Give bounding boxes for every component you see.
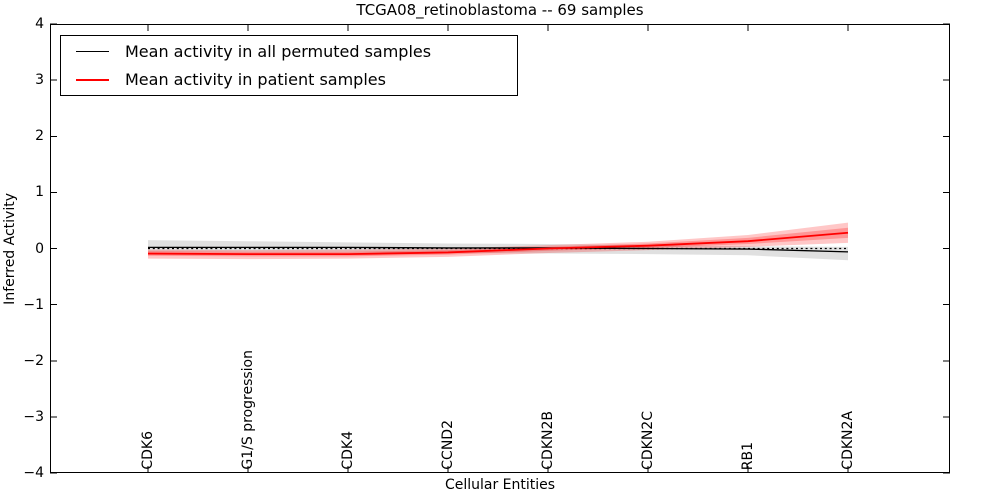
x-axis-label: Cellular Entities	[444, 477, 556, 493]
y-tick-label: 2	[35, 128, 44, 144]
y-tick-label: 3	[35, 72, 44, 88]
series-line-permuted	[148, 246, 849, 253]
y-tick-label: 0	[35, 241, 44, 257]
legend-line-patient-icon	[76, 78, 109, 81]
chart-title: TCGA08_retinoblastoma -- 69 samples	[356, 1, 644, 19]
x-tick-label: CDK4	[340, 431, 356, 470]
y-tick-label: −2	[23, 353, 44, 369]
x-tick-label: CCND2	[440, 420, 456, 470]
y-tick-label: 4	[35, 16, 44, 32]
y-tick-label: −3	[23, 409, 44, 425]
x-tick-label: CDKN2A	[840, 411, 856, 470]
legend: Mean activity in all permuted samples Me…	[60, 35, 518, 96]
y-tick-label: 1	[35, 184, 44, 200]
legend-label-permuted: Mean activity in all permuted samples	[125, 42, 432, 61]
legend-entry-patient: Mean activity in patient samples	[61, 66, 517, 94]
y-tick-label: −1	[23, 297, 44, 313]
series-line-patient	[147, 231, 849, 256]
x-tick-label: CDK6	[140, 431, 156, 470]
axis-ticks	[50, 23, 950, 474]
x-tick-label: CDKN2C	[640, 411, 656, 470]
legend-line-permuted-icon	[76, 51, 109, 52]
confidence-band-patient-outer	[148, 222, 848, 260]
x-tick-label: G1/S progression	[240, 350, 256, 470]
x-tick-label: RB1	[740, 441, 756, 470]
legend-label-patient: Mean activity in patient samples	[125, 70, 386, 89]
x-tick-label: CDKN2B	[540, 411, 556, 470]
legend-entry-permuted: Mean activity in all permuted samples	[61, 38, 517, 66]
y-tick-label: −4	[23, 465, 44, 481]
